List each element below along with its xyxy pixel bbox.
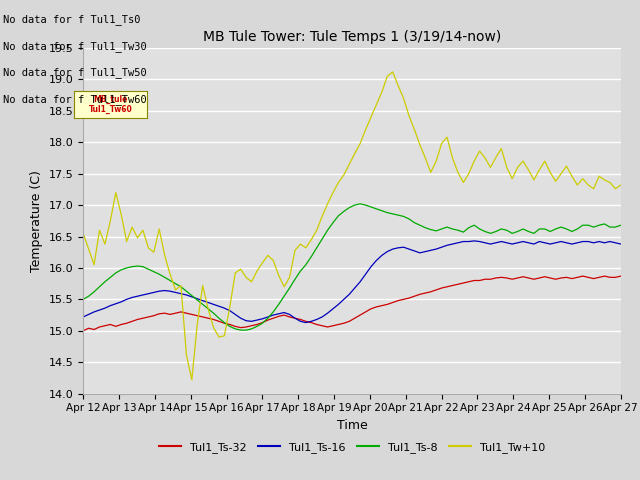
Text: MB_tule
Tul1_Tw60: MB_tule Tul1_Tw60 [88, 95, 132, 114]
Text: No data for f Tul1_Tw50: No data for f Tul1_Tw50 [3, 67, 147, 78]
Text: No data for f Tul1_Tw30: No data for f Tul1_Tw30 [3, 41, 147, 52]
Text: No data for f Tul1_Ts0: No data for f Tul1_Ts0 [3, 14, 141, 25]
Legend: Tul1_Ts-32, Tul1_Ts-16, Tul1_Ts-8, Tul1_Tw+10: Tul1_Ts-32, Tul1_Ts-16, Tul1_Ts-8, Tul1_… [155, 437, 549, 457]
Y-axis label: Temperature (C): Temperature (C) [30, 170, 43, 272]
Text: No data for f Tul1_Tw60: No data for f Tul1_Tw60 [3, 94, 147, 105]
Title: MB Tule Tower: Tule Temps 1 (3/19/14-now): MB Tule Tower: Tule Temps 1 (3/19/14-now… [203, 30, 501, 44]
X-axis label: Time: Time [337, 419, 367, 432]
